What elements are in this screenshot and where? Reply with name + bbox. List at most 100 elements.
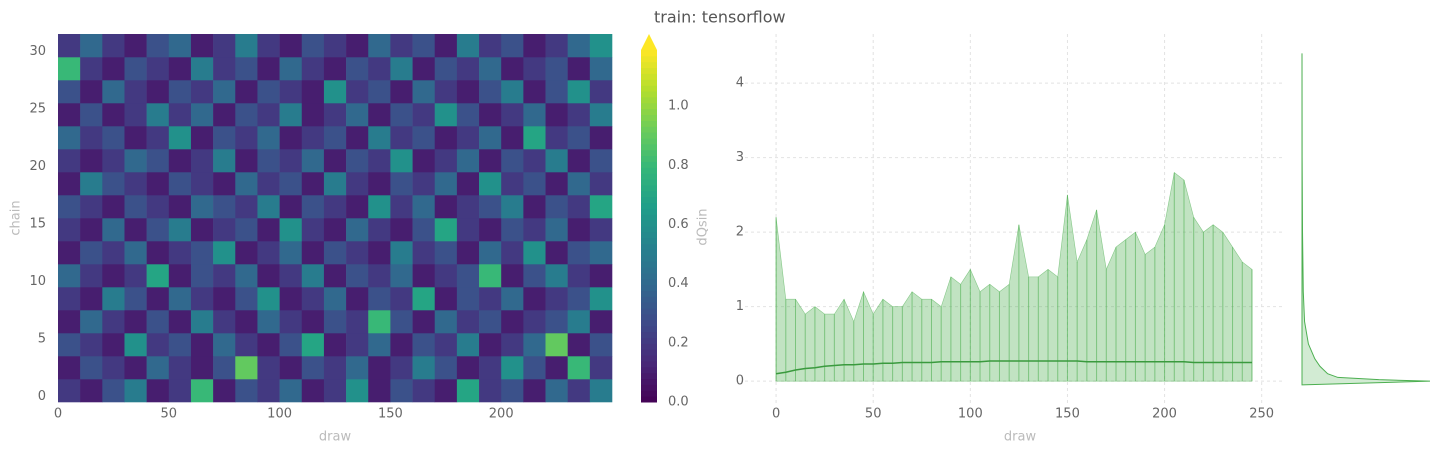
heat-cell [368, 218, 391, 242]
heat-cell [124, 80, 147, 104]
heat-cell [412, 57, 436, 81]
heat-cell [323, 379, 347, 403]
heat-cell [589, 195, 613, 219]
heat-cell [301, 34, 325, 58]
x-axis-label: draw [1004, 430, 1037, 445]
heat-cell [346, 80, 369, 104]
heat-cell [501, 149, 524, 173]
heat-cell [301, 218, 325, 242]
colorbar-segment [641, 308, 657, 315]
colorbar-segment [641, 284, 657, 292]
colorbar-segment [641, 237, 657, 245]
y-tick-label: 0 [38, 389, 46, 404]
colorbar-segment [641, 349, 657, 356]
heat-cell [102, 379, 125, 403]
heat-cell [301, 310, 325, 334]
heat-cell [257, 57, 280, 81]
heat-cell [80, 80, 103, 104]
heat-cell [102, 172, 125, 196]
heat-cell [346, 149, 369, 173]
heat-cell [235, 126, 258, 150]
heat-cell [501, 287, 524, 311]
heat-cell [434, 195, 458, 219]
heat-cell [301, 103, 325, 127]
heat-cell [301, 195, 325, 219]
heat-cell [58, 34, 81, 58]
heat-cell [501, 34, 524, 58]
heat-cell [102, 57, 125, 81]
heat-cell [257, 333, 280, 357]
heat-cell [279, 126, 303, 150]
heat-cell [257, 172, 280, 196]
x-tick-label: 100 [958, 407, 983, 422]
colorbar-segment [641, 126, 657, 133]
colorbar-segment [641, 149, 657, 157]
heat-cell [479, 310, 502, 334]
heat-cell [501, 126, 524, 150]
heat-cell [190, 172, 214, 196]
heat-cell [190, 333, 214, 357]
heat-cell [479, 57, 502, 81]
heat-cell [523, 80, 546, 104]
colorbar-label: dQsin [696, 208, 711, 245]
colorbar-segment [641, 249, 657, 256]
heat-cell [412, 34, 436, 58]
heat-cell [368, 241, 391, 265]
heat-cell [434, 356, 458, 380]
heat-cell [434, 333, 458, 357]
heat-cell [58, 57, 81, 81]
heat-cell [567, 264, 591, 288]
heat-cell [168, 103, 192, 127]
heat-cell [589, 103, 613, 127]
heat-cell [456, 333, 480, 357]
heat-cell [479, 149, 502, 173]
heat-cell [390, 172, 413, 196]
heat-cell [501, 333, 524, 357]
heat-cell [146, 57, 170, 81]
heat-cell [257, 379, 280, 403]
heat-cell [523, 218, 546, 242]
heat-cell [501, 172, 524, 196]
heat-cell [567, 333, 591, 357]
heat-cell [346, 379, 369, 403]
colorbar-segment [641, 272, 657, 280]
heat-cell [58, 356, 81, 380]
heat-cell [434, 241, 458, 265]
heat-cell [346, 333, 369, 357]
heat-cell [279, 379, 303, 403]
heat-cell [58, 149, 81, 173]
heat-cell [124, 34, 147, 58]
heat-cell [589, 126, 613, 150]
heat-cell [190, 379, 214, 403]
heat-cell [235, 80, 258, 104]
heat-cell [434, 57, 458, 81]
heat-cell [58, 241, 81, 265]
heat-cell [323, 195, 347, 219]
heat-cell [102, 333, 125, 357]
colorbar-segment [641, 278, 657, 286]
colorbar-tick-label: 0.6 [668, 217, 689, 232]
heat-cell [279, 57, 303, 81]
colorbar-segment [641, 120, 657, 127]
heat-cell [279, 241, 303, 265]
heat-cell [168, 241, 192, 265]
heat-cell [102, 287, 125, 311]
heat-cell [567, 310, 591, 334]
heat-cell [368, 379, 391, 403]
heat-cell [523, 195, 546, 219]
heat-cell [346, 218, 369, 242]
heat-cell [545, 356, 568, 380]
heat-cell [545, 287, 568, 311]
heat-cell [190, 310, 214, 334]
heat-cell [146, 287, 170, 311]
heat-cell [523, 57, 546, 81]
heat-cell [323, 264, 347, 288]
heat-cell [168, 356, 192, 380]
x-tick-label: 150 [1055, 407, 1080, 422]
heat-cell [434, 172, 458, 196]
heat-cell [190, 264, 214, 288]
heat-cell [346, 356, 369, 380]
heat-cell [146, 103, 170, 127]
heat-cell [501, 356, 524, 380]
